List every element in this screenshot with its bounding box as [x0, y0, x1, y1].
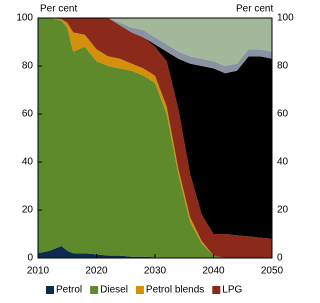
legend-label: Petrol	[56, 285, 82, 296]
x-tick-label: 2040	[202, 266, 225, 277]
chart: Per cent Per cent 0204060801000204060801…	[16, 4, 294, 296]
area	[38, 18, 272, 239]
area	[38, 18, 272, 258]
y2-tick-label: 20	[277, 205, 289, 216]
y-tick-label: 100	[16, 13, 33, 24]
area	[38, 18, 272, 66]
legend-label: LPG	[222, 285, 242, 296]
y2-tick-label: 100	[277, 13, 294, 24]
y-tick-label: 80	[22, 61, 34, 72]
x-tick-label: 2030	[144, 266, 167, 277]
y-axis-label: Per cent	[40, 4, 77, 15]
y2-tick-label: 40	[277, 157, 289, 168]
y-tick-label: 60	[22, 109, 34, 120]
x-tick-label: 2050	[261, 266, 284, 277]
legend-label: Petrol blends	[146, 285, 204, 296]
y2-tick-label: 0	[277, 253, 283, 264]
legend-label: Diesel	[100, 285, 128, 296]
y2-tick-label: 80	[277, 61, 289, 72]
area	[38, 18, 272, 258]
y2-axis-label: Per cent	[236, 4, 273, 15]
y-tick-label: 0	[27, 253, 33, 264]
legend-swatch	[46, 286, 54, 294]
y-tick-label: 40	[22, 157, 34, 168]
y2-tick-label: 60	[277, 109, 289, 120]
x-tick-label: 2010	[27, 266, 50, 277]
legend-swatch	[212, 286, 221, 294]
x-tick-label: 2020	[85, 266, 108, 277]
legend-swatch	[90, 286, 99, 294]
legend-swatch	[135, 286, 144, 294]
y-tick-label: 20	[22, 205, 34, 216]
